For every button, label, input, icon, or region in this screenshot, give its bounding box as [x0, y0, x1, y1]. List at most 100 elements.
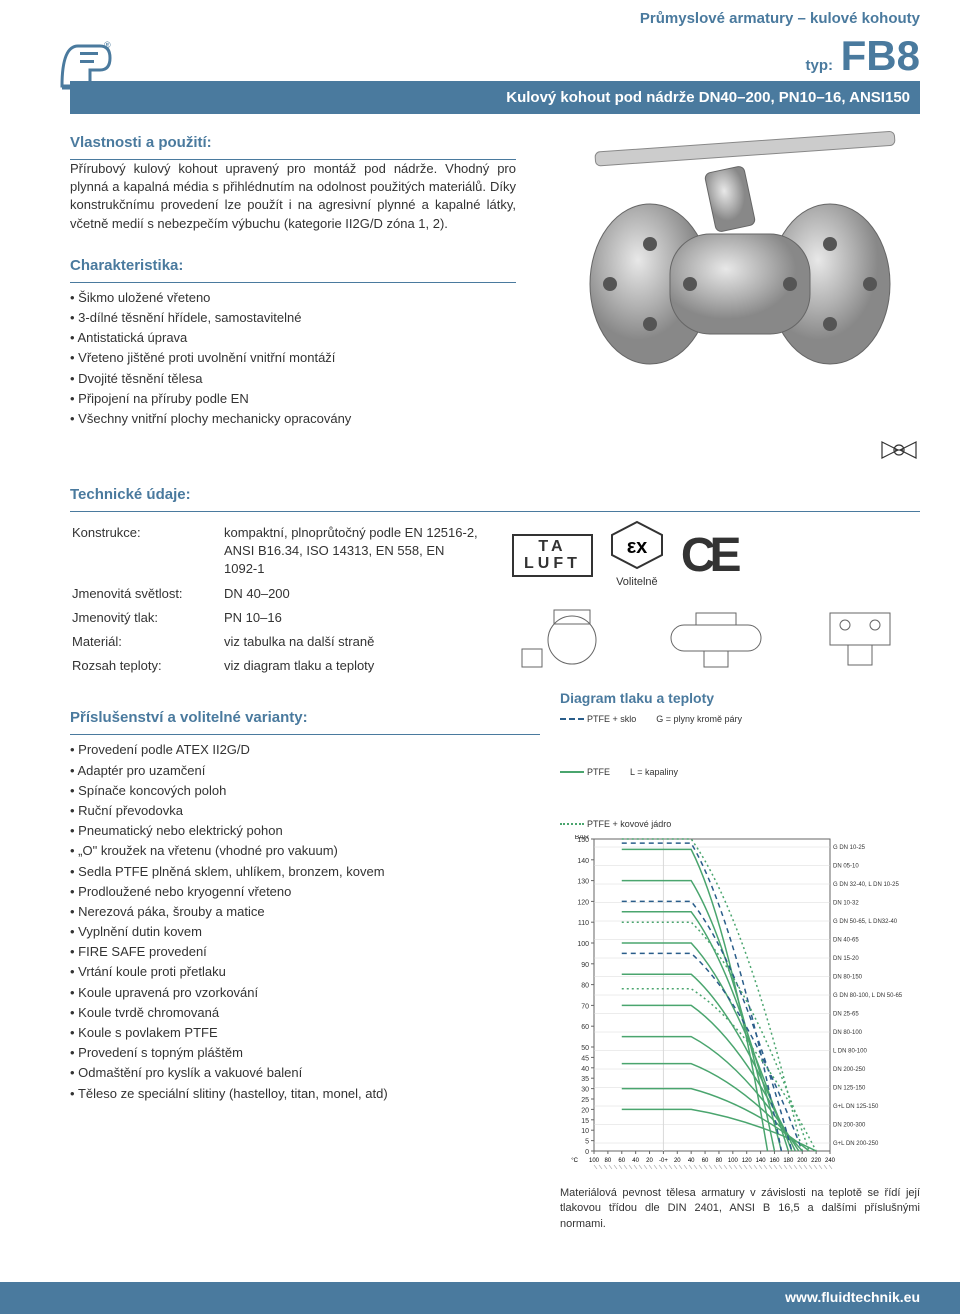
actuator-drawing-3: [800, 605, 920, 675]
divider: [70, 282, 516, 283]
ta-luft-line2: LUFT: [524, 555, 581, 573]
list-item: Provedení podle ATEX II2G/D: [70, 741, 540, 759]
ta-luft-line1: TA: [524, 538, 581, 556]
accessories-list: Provedení podle ATEX II2G/D Adaptér pro u…: [70, 741, 540, 1102]
tech-value: viz tabulka na další straně: [224, 631, 480, 653]
legend-ptfe: PTFE: [587, 766, 610, 779]
svg-text:40: 40: [688, 1158, 695, 1164]
legend-ptfe-sklo: PTFE + sklo: [587, 713, 636, 726]
actuator-drawing-2: [656, 605, 776, 675]
svg-text:240: 240: [825, 1158, 836, 1164]
svg-text:45: 45: [581, 1055, 589, 1062]
list-item: „O" kroužek na vřetenu (vhodné pro vakuu…: [70, 842, 540, 860]
svg-text:G+L DN 200-250: G+L DN 200-250: [833, 1141, 879, 1147]
tech-label: Konstrukce:: [72, 522, 222, 581]
tech-label: Rozsah teploty:: [72, 655, 222, 677]
ex-icon: εx: [607, 520, 667, 570]
list-item: Těleso ze speciální slitiny (hastelloy, …: [70, 1085, 540, 1103]
svg-text:90: 90: [581, 962, 589, 969]
legend-ptfe-kov: PTFE + kovové jádro: [587, 818, 671, 831]
tech-value: DN 40–200: [224, 583, 480, 605]
tech-label: Jmenovitá světlost:: [72, 583, 222, 605]
list-item: Koule s povlakem PTFE: [70, 1024, 540, 1042]
table-row: Materiál:viz tabulka na další straně: [72, 631, 480, 653]
tech-value: viz diagram tlaku a teploty: [224, 655, 480, 677]
valve-symbol-icon: [878, 434, 920, 466]
svg-text:100: 100: [589, 1158, 600, 1164]
properties-heading: Vlastnosti a použití:: [70, 132, 516, 153]
svg-text:DN 200-300: DN 200-300: [833, 1122, 866, 1128]
ce-mark: CE: [681, 522, 736, 589]
table-row: Rozsah teploty:viz diagram tlaku a teplo…: [72, 655, 480, 677]
list-item: Antistatická úprava: [70, 329, 516, 347]
list-item: Sedla PTFE plněná sklem, uhlíkem, bronze…: [70, 863, 540, 881]
volitelne-label: Volitelně: [607, 575, 667, 590]
svg-text:BAR: BAR: [575, 835, 589, 841]
svg-text:DN 25-65: DN 25-65: [833, 1011, 859, 1017]
svg-text:°C: °C: [571, 1158, 578, 1164]
list-item: Spínače koncových poloh: [70, 782, 540, 800]
svg-text:G DN 80-100, L DN 50-65: G DN 80-100, L DN 50-65: [833, 993, 903, 999]
divider: [70, 511, 920, 512]
list-item: Provedení s topným pláštěm: [70, 1044, 540, 1062]
svg-text:G DN 50-65, L DN32-40: G DN 50-65, L DN32-40: [833, 919, 898, 925]
svg-text:60: 60: [618, 1158, 625, 1164]
svg-text:35: 35: [581, 1076, 589, 1083]
tech-value: PN 10–16: [224, 607, 480, 629]
tech-value: kompaktní, plnoprůtočný podle EN 12516-2…: [224, 522, 480, 581]
table-row: Konstrukce:kompaktní, plnoprůtočný podle…: [72, 522, 480, 581]
actuator-drawing-1: [512, 605, 632, 675]
typ-label: typ:: [806, 57, 834, 74]
list-item: 3-dílné těsnění hřídele, samostavitelné: [70, 309, 516, 327]
svg-text:DN 125-150: DN 125-150: [833, 1085, 866, 1091]
product-photo: [540, 114, 920, 404]
svg-text:110: 110: [578, 920, 589, 927]
list-item: Odmaštění pro kyslík a vakuové balení: [70, 1064, 540, 1082]
list-item: Prodloužené nebo kryogenní vřeteno: [70, 883, 540, 901]
svg-text:εx: εx: [627, 536, 648, 558]
svg-text:DN 40-65: DN 40-65: [833, 937, 859, 943]
list-item: Vyplnění dutin kovem: [70, 923, 540, 941]
list-item: Připojení na příruby podle EN: [70, 390, 516, 408]
svg-text:180: 180: [783, 1158, 794, 1164]
list-item: Vrtání koule proti přetlaku: [70, 963, 540, 981]
brand-logo: ®: [60, 36, 125, 91]
svg-text:L DN 80-100: L DN 80-100: [833, 1048, 867, 1054]
svg-text:30: 30: [581, 1086, 589, 1093]
list-item: Všechny vnitřní plochy mechanicky opraco…: [70, 410, 516, 428]
category-heading: Průmyslové armatury – kulové kohouty: [70, 8, 920, 29]
svg-text:DN 15-20: DN 15-20: [833, 956, 859, 962]
svg-text:70: 70: [581, 1003, 589, 1010]
svg-text:80: 80: [716, 1158, 723, 1164]
footer-url: www.fluidtechnik.eu: [0, 1282, 960, 1314]
svg-text:220: 220: [811, 1158, 822, 1164]
svg-text:200: 200: [797, 1158, 808, 1164]
svg-text:100: 100: [577, 941, 589, 948]
list-item: Vřeteno jištěné proti uvolnění vnitřní m…: [70, 349, 516, 367]
svg-text:0: 0: [585, 1149, 589, 1156]
list-item: Adaptér pro uzamčení: [70, 762, 540, 780]
properties-body: Přírubový kulový kohout upravený pro mon…: [70, 160, 516, 233]
table-row: Jmenovitá světlost:DN 40–200: [72, 583, 480, 605]
table-row: Jmenovitý tlak:PN 10–16: [72, 607, 480, 629]
svg-text:DN 80-100: DN 80-100: [833, 1030, 863, 1036]
chart-heading: Diagram tlaku a teploty: [560, 689, 920, 709]
svg-text:120: 120: [577, 899, 589, 906]
pressure-temp-chart: 1501401301201101009080706050454035302520…: [560, 835, 920, 1175]
list-item: Pneumatický nebo elektrický pohon: [70, 822, 540, 840]
svg-text:10: 10: [581, 1128, 589, 1135]
divider: [70, 734, 540, 735]
chart-legend: PTFE + sklo G = plyny kromě páry PTFE L …: [560, 713, 920, 831]
list-item: FIRE SAFE provedení: [70, 943, 540, 961]
svg-text:100: 100: [728, 1158, 739, 1164]
svg-text:G DN 32-40, L DN 10-25: G DN 32-40, L DN 10-25: [833, 882, 899, 888]
title-bar: Kulový kohout pod nádrže DN40–200, PN10–…: [70, 81, 920, 114]
svg-text:15: 15: [581, 1118, 589, 1125]
svg-text:DN 80-150: DN 80-150: [833, 974, 863, 980]
technical-table: Konstrukce:kompaktní, plnoprůtočný podle…: [70, 520, 482, 679]
chart-note: Materiálová pevnost tělesa armatury v zá…: [560, 1186, 920, 1232]
svg-text:20: 20: [581, 1107, 589, 1114]
characteristics-heading: Charakteristika:: [70, 255, 516, 276]
svg-text:DN 05-10: DN 05-10: [833, 863, 859, 869]
svg-text:80: 80: [605, 1158, 612, 1164]
